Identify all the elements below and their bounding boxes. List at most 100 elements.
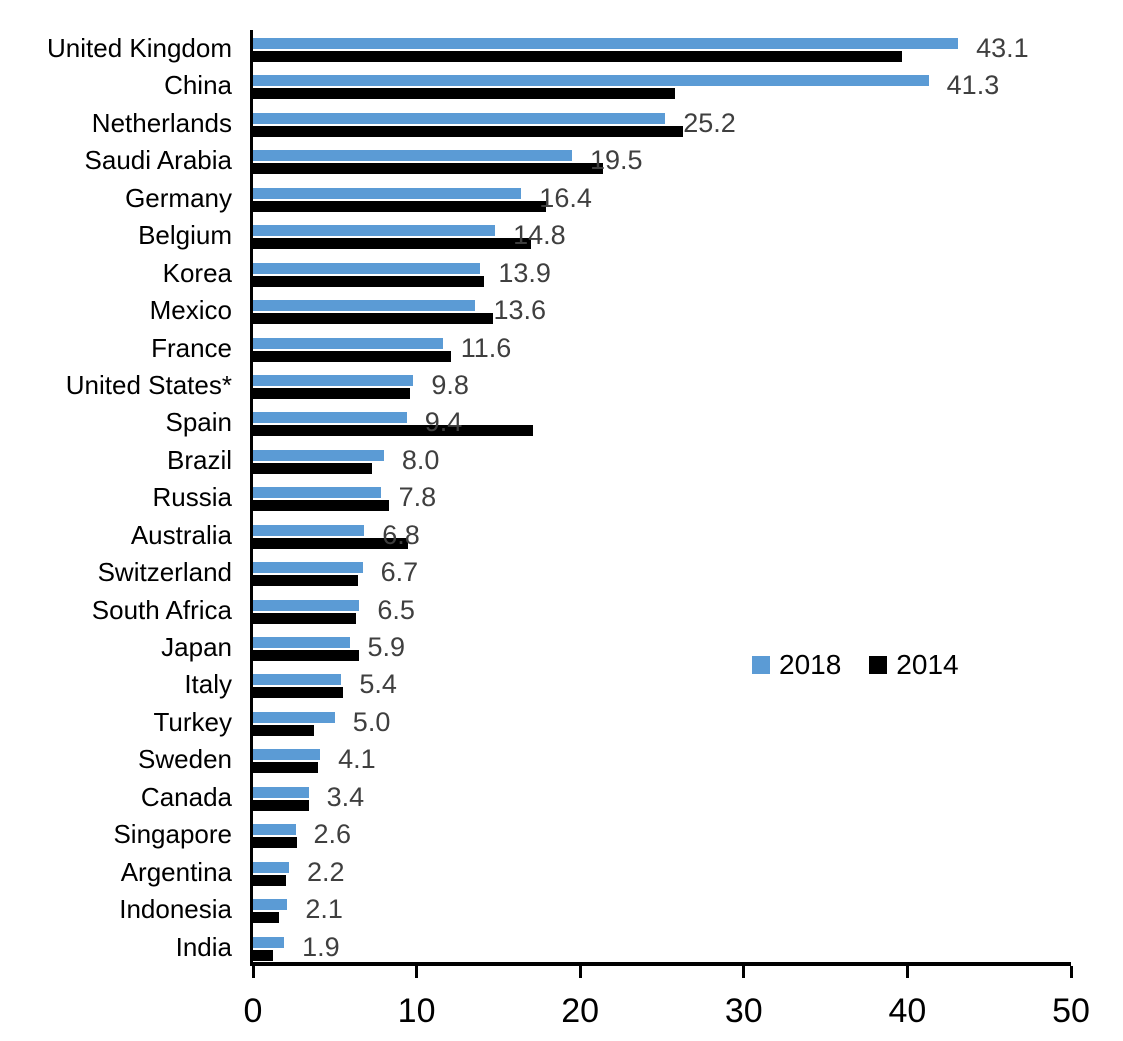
legend-swatch-icon: [869, 656, 888, 674]
legend-label: 2014: [896, 649, 959, 680]
y-axis-line: [250, 30, 253, 966]
bar-2014: [253, 687, 343, 699]
category-label: India: [175, 931, 232, 962]
data-label: 9.8: [431, 369, 469, 400]
data-label: 2.2: [306, 856, 345, 887]
bar-2014: [253, 462, 373, 474]
bar-2014: [253, 238, 532, 250]
x-axis-tick-label: 30: [724, 992, 763, 1030]
data-label: 7.8: [398, 482, 437, 513]
x-axis-tick-label: 40: [888, 992, 927, 1030]
legend-entry-2014: 2014: [869, 649, 959, 680]
bar-2014: [253, 874, 286, 886]
category-label: France: [151, 332, 232, 363]
data-label: 9.4: [424, 407, 463, 438]
bar-2018: [253, 899, 288, 911]
category-label: Germany: [125, 182, 232, 213]
bar-2014: [253, 612, 357, 624]
x-axis-tick: [251, 966, 255, 978]
bar-2018: [253, 337, 443, 349]
bar-2014: [253, 163, 604, 175]
bar-2018: [253, 487, 381, 499]
bar-2018: [253, 599, 360, 611]
data-label: 1.9: [302, 931, 340, 962]
bar-2014: [253, 650, 360, 662]
bar-2018: [253, 824, 296, 836]
bar-2014: [253, 125, 684, 137]
bar-2014: [253, 724, 314, 736]
bar-2018: [253, 637, 350, 649]
bar-2018: [253, 562, 363, 574]
data-label: 6.7: [380, 557, 419, 588]
bar-2018: [253, 786, 309, 798]
category-label: Japan: [161, 632, 232, 663]
legend-swatch-icon: [752, 656, 770, 674]
category-label: Spain: [165, 407, 233, 438]
data-label: 2.1: [305, 894, 343, 925]
bar-2018: [253, 936, 285, 948]
bar-2018: [253, 749, 321, 761]
category-label: Canada: [140, 781, 232, 812]
bar-2018: [253, 150, 573, 162]
data-label: 6.5: [377, 594, 415, 625]
category-label: Australia: [130, 519, 232, 550]
data-label: 41.3: [946, 70, 1000, 101]
data-label: 13.9: [498, 257, 551, 288]
category-label: Italy: [184, 669, 232, 700]
category-label: Indonesia: [119, 894, 232, 925]
category-label: United Kingdom: [47, 33, 232, 63]
bar-2014: [253, 837, 298, 849]
data-label: 13.6: [493, 295, 547, 326]
legend-label: 2018: [779, 649, 842, 680]
data-label: 43.1: [976, 33, 1029, 63]
x-axis-tick: [1069, 966, 1073, 978]
category-label: Turkey: [153, 706, 233, 737]
bar-2014: [253, 425, 533, 437]
bar-2018: [253, 524, 365, 536]
category-label: Singapore: [113, 819, 232, 850]
x-axis-line: [250, 962, 1071, 966]
bar-2014: [253, 799, 309, 811]
data-label: 16.4: [539, 182, 592, 213]
bar-2018: [253, 374, 414, 386]
category-label: Belgium: [138, 220, 232, 251]
data-label: 6.8: [382, 519, 420, 550]
category-label: Saudi Arabia: [84, 145, 232, 176]
bar-2018: [253, 112, 666, 124]
x-axis-tick: [578, 966, 582, 978]
x-axis-tick-label: 50: [1052, 992, 1090, 1030]
bar-2018: [253, 225, 496, 237]
data-label: 11.6: [460, 332, 512, 363]
bar-2014: [253, 88, 676, 100]
bar-2018: [253, 262, 481, 274]
data-label: 5.0: [352, 706, 391, 737]
bar-2014: [253, 200, 546, 212]
data-label: 3.4: [326, 781, 365, 812]
bar-2018: [253, 861, 289, 873]
data-label: 4.1: [338, 744, 376, 775]
x-axis-tick-label: 20: [561, 992, 600, 1030]
bar-2018: [253, 300, 476, 312]
bar-2018: [253, 711, 335, 723]
data-label: 5.4: [359, 669, 397, 700]
bar-2014: [253, 275, 484, 287]
category-label: Switzerland: [97, 557, 232, 588]
data-label: 5.9: [367, 632, 406, 663]
bar-2014: [253, 350, 451, 362]
category-label: China: [164, 70, 232, 101]
bar-2014: [253, 949, 273, 961]
x-axis-tick: [742, 966, 746, 978]
bar-2014: [253, 51, 903, 62]
x-axis-tick-label: 0: [243, 992, 263, 1030]
bar-2014: [253, 313, 494, 325]
bar-2018: [253, 187, 522, 199]
bar-2018: [253, 449, 384, 461]
category-label: Korea: [162, 257, 232, 288]
category-label: United States*: [65, 369, 232, 400]
bar-2018: [253, 674, 342, 686]
category-label: Brazil: [166, 444, 232, 475]
bar-2014: [253, 387, 411, 399]
bar-2014: [253, 537, 409, 549]
legend-entry-2018: 2018: [752, 651, 841, 679]
category-label: Mexico: [149, 295, 232, 326]
